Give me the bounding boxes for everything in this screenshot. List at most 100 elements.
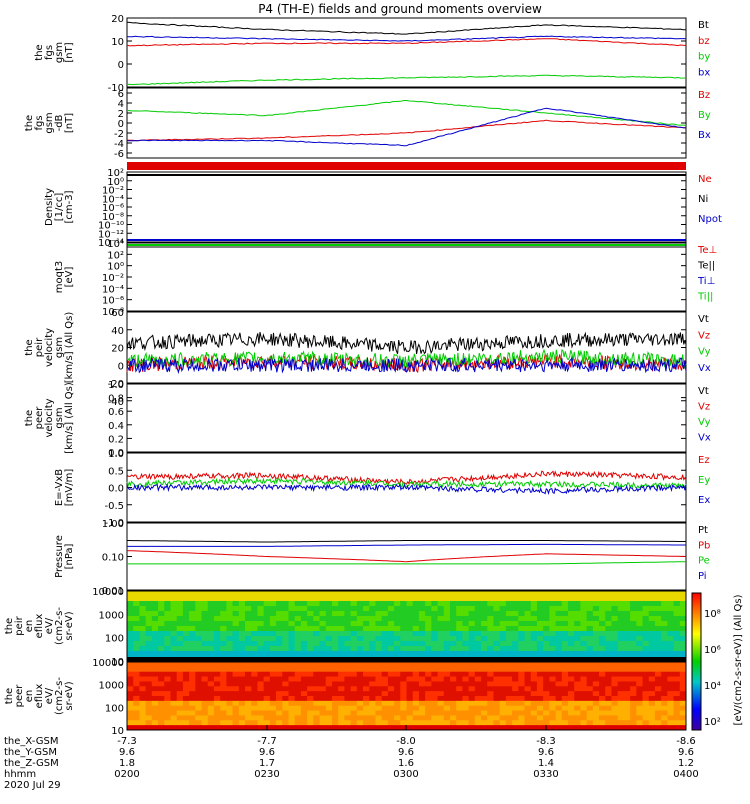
spectrogram-cell xyxy=(431,651,439,657)
spectrogram-cell xyxy=(232,671,240,678)
spectrogram-cell xyxy=(468,686,476,692)
spectrogram-cell xyxy=(282,616,289,622)
spectrogram-cell xyxy=(207,591,215,597)
spectrogram-cell xyxy=(325,671,333,678)
spectrogram-cell xyxy=(294,626,302,632)
spectrogram-cell xyxy=(617,691,625,697)
spectrogram-cell xyxy=(543,621,550,627)
spectrogram-cell xyxy=(257,671,265,678)
spectrogram-cell xyxy=(133,681,140,687)
spectrogram-cell xyxy=(431,611,439,617)
spectrogram-cell xyxy=(170,596,178,602)
spectrogram-cell xyxy=(555,601,563,607)
spectrogram-cell xyxy=(524,651,532,657)
spectrogram-cell xyxy=(474,662,482,668)
spectrogram-cell xyxy=(661,636,668,642)
spectrogram-cell xyxy=(462,616,470,622)
y-label-line: the xyxy=(24,410,35,426)
y-label-line: velocity xyxy=(44,328,55,367)
spectrogram-cell xyxy=(530,606,538,612)
spectrogram-cell xyxy=(319,705,327,712)
spectrogram-cell xyxy=(580,725,588,731)
spectrogram-cell xyxy=(145,631,153,637)
colorbar-tick-label: 10² xyxy=(704,717,721,728)
spectrogram-cell xyxy=(536,715,544,721)
spectrogram-cell xyxy=(679,596,687,602)
spectrogram-cell xyxy=(282,715,289,721)
spectrogram-cell xyxy=(282,671,289,678)
spectrogram-cell xyxy=(201,616,209,622)
spectrogram-cell xyxy=(425,676,432,682)
spectrogram-cell xyxy=(251,646,258,652)
spectrogram-cell xyxy=(586,651,594,657)
spectrogram-cell xyxy=(170,631,178,637)
spectrogram-cell xyxy=(667,676,675,682)
spectrogram-cell xyxy=(636,696,644,702)
spectrogram-cell xyxy=(288,696,296,702)
x-row-value: -8.3 xyxy=(536,736,556,747)
spectrogram-cell xyxy=(493,596,501,602)
y-tick-label: 10⁻⁴ xyxy=(102,284,124,295)
spectrogram-cell xyxy=(269,616,277,622)
legend-fgs-by: by xyxy=(698,52,710,63)
spectrogram-cell xyxy=(512,725,519,731)
spectrogram-cell xyxy=(505,651,513,657)
spectrogram-cell xyxy=(213,671,221,678)
spectrogram-cell xyxy=(648,681,656,687)
spectrogram-cell xyxy=(418,636,426,642)
spectrogram-cell xyxy=(605,676,612,682)
spectrogram-cell xyxy=(505,715,513,721)
spectrogram-cell xyxy=(313,641,321,647)
spectrogram-cell xyxy=(164,710,171,716)
spectrogram-cell xyxy=(213,710,221,716)
series-peir_vel-vy xyxy=(126,348,687,369)
spectrogram-cell xyxy=(648,651,656,657)
spectrogram-cell xyxy=(220,725,227,731)
spectrogram-cell xyxy=(536,725,544,731)
spectrogram-cell xyxy=(375,691,383,697)
spectrogram-cell xyxy=(623,720,631,726)
spectrogram-cell xyxy=(300,671,308,678)
spectrogram-cell xyxy=(636,681,644,687)
spectrogram-cell xyxy=(505,725,513,731)
spectrogram-cell xyxy=(611,631,619,637)
spectrogram-cell xyxy=(139,666,147,673)
spectrogram-cell xyxy=(425,626,432,632)
spectrogram-cell xyxy=(139,710,147,716)
spectrogram-cell xyxy=(245,681,252,687)
spectrogram-cell xyxy=(468,621,476,627)
spectrogram-cell xyxy=(344,626,352,632)
spectrogram-cell xyxy=(555,651,563,657)
spectrogram-cell xyxy=(182,666,190,673)
spectrogram-cell xyxy=(400,616,407,622)
spectrogram-cell xyxy=(133,636,140,642)
spectrogram-cell xyxy=(679,631,687,637)
spectrogram-cell xyxy=(344,662,352,668)
spectrogram-cell xyxy=(331,591,339,597)
spectrogram-cell xyxy=(307,662,314,668)
spectrogram-cell xyxy=(176,621,184,627)
spectrogram-cell xyxy=(617,596,625,602)
spectrogram-cell xyxy=(512,611,519,617)
spectrogram-cell xyxy=(630,631,637,637)
spectrogram-cell xyxy=(605,596,612,602)
spectrogram-cell xyxy=(611,700,619,707)
spectrogram-cell xyxy=(487,651,494,657)
spectrogram-cell xyxy=(394,606,401,612)
spectrogram-cell xyxy=(481,616,488,622)
y-tick-label: 2 xyxy=(118,109,124,120)
spectrogram-cell xyxy=(213,691,221,697)
spectrogram-cell xyxy=(512,596,519,602)
spectrogram-cell xyxy=(549,646,557,652)
legend-density-npot: Npot xyxy=(698,214,722,225)
spectrogram-cell xyxy=(363,691,370,697)
spectrogram-cell xyxy=(549,611,557,617)
spectrogram-cell xyxy=(158,715,165,721)
spectrogram-cell xyxy=(648,641,656,647)
spectrogram-cell xyxy=(418,641,426,647)
spectrogram-cell xyxy=(642,626,650,632)
spectrogram-cell xyxy=(387,710,395,716)
spectrogram-cell xyxy=(300,686,308,692)
spectrogram-cell xyxy=(133,676,140,682)
